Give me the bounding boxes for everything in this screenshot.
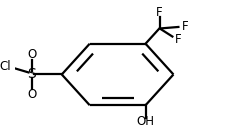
Text: F: F: [181, 20, 187, 33]
Text: OH: OH: [136, 115, 154, 128]
Text: O: O: [27, 88, 36, 101]
Text: S: S: [27, 67, 36, 81]
Text: Cl: Cl: [0, 60, 11, 73]
Text: F: F: [174, 33, 180, 46]
Text: O: O: [27, 48, 36, 61]
Text: F: F: [155, 6, 162, 19]
